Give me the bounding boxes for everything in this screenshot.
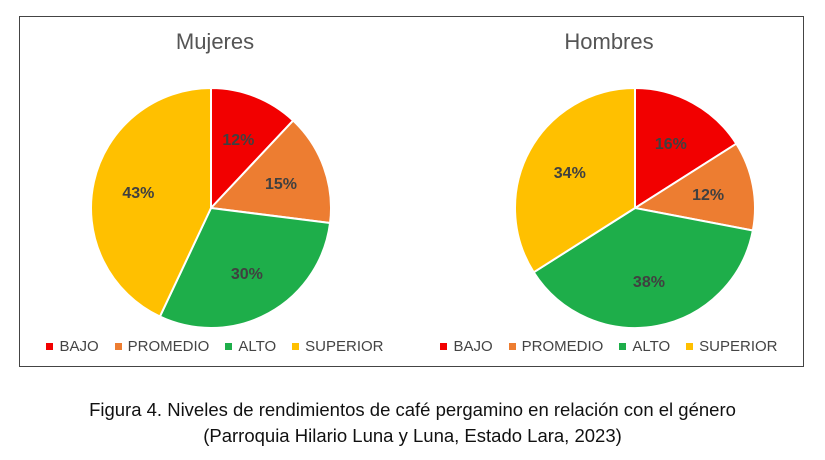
legend-swatch xyxy=(440,343,448,350)
legend-label: ALTO xyxy=(632,338,671,355)
legend-label: SUPERIOR xyxy=(699,338,778,355)
chart-title-hombres: Hombres xyxy=(564,29,654,54)
legend-label: BAJO xyxy=(59,338,99,355)
chart-title-mujeres: Mujeres xyxy=(175,29,255,54)
pie-slice-promedio xyxy=(632,142,756,232)
legend-label: PROMEDIO xyxy=(127,338,210,355)
data-label-superior: 34% xyxy=(554,165,586,182)
legend-mujeres: BAJO PROMEDIO ALTO SUPERIOR xyxy=(20,338,410,355)
data-label-promedio: 12% xyxy=(692,187,724,204)
figure-frame: Mujeres 12% 15% 30% 43% BAJO PROMEDIO ALTO SUP… xyxy=(19,16,804,367)
legend-swatch xyxy=(225,343,233,350)
chart-hombres: Hombres 16% 12% 38% 34% BAJO PROMEDIO ALTO SUP… xyxy=(414,17,804,366)
legend-swatch xyxy=(508,343,516,350)
legend-swatch xyxy=(686,343,694,350)
data-label-bajo: 16% xyxy=(655,136,687,153)
legend-swatch xyxy=(114,343,122,350)
legend-item-superior: SUPERIOR xyxy=(686,338,778,355)
legend-item-alto: ALTO xyxy=(619,338,670,355)
legend-label: SUPERIOR xyxy=(305,338,384,355)
legend-hombres: BAJO PROMEDIO ALTO SUPERIOR xyxy=(414,338,804,355)
pie-slice-superior xyxy=(514,86,636,274)
legend-label: PROMEDIO xyxy=(521,338,604,355)
legend-swatch xyxy=(46,343,54,350)
data-label-superior: 43% xyxy=(122,185,154,202)
figure-caption-line2: (Parroquia Hilario Luna y Luna, Estado L… xyxy=(203,425,622,446)
legend-label: ALTO xyxy=(238,338,277,355)
legend-item-promedio: PROMEDIO xyxy=(114,338,210,355)
legend-swatch xyxy=(292,343,300,350)
pie-slice-bajo xyxy=(210,86,295,211)
data-label-promedio: 15% xyxy=(265,176,297,193)
pie-slice-superior xyxy=(90,86,212,318)
legend-item-bajo: BAJO xyxy=(440,338,493,355)
pie-slice-bajo xyxy=(634,86,738,210)
pie-slice-alto xyxy=(158,206,332,329)
data-label-bajo: 12% xyxy=(222,132,254,149)
legend-item-bajo: BAJO xyxy=(46,338,99,355)
legend-item-alto: ALTO xyxy=(225,338,276,355)
legend-item-promedio: PROMEDIO xyxy=(508,338,604,355)
pie-chart-hombres: 16% 12% 38% 34% xyxy=(514,86,756,329)
pie-slice-promedio xyxy=(208,119,332,225)
legend-swatch xyxy=(619,343,627,350)
figure-caption-line1: Figura 4. Niveles de rendimientos de caf… xyxy=(89,399,736,420)
legend-label: BAJO xyxy=(453,338,493,355)
legend-item-superior: SUPERIOR xyxy=(292,338,384,355)
data-label-alto: 38% xyxy=(633,274,665,291)
data-label-alto: 30% xyxy=(231,266,263,283)
pie-chart-mujeres: 12% 15% 30% 43% xyxy=(90,86,332,329)
chart-mujeres: Mujeres 12% 15% 30% 43% BAJO PROMEDIO ALTO SUP… xyxy=(20,17,410,366)
